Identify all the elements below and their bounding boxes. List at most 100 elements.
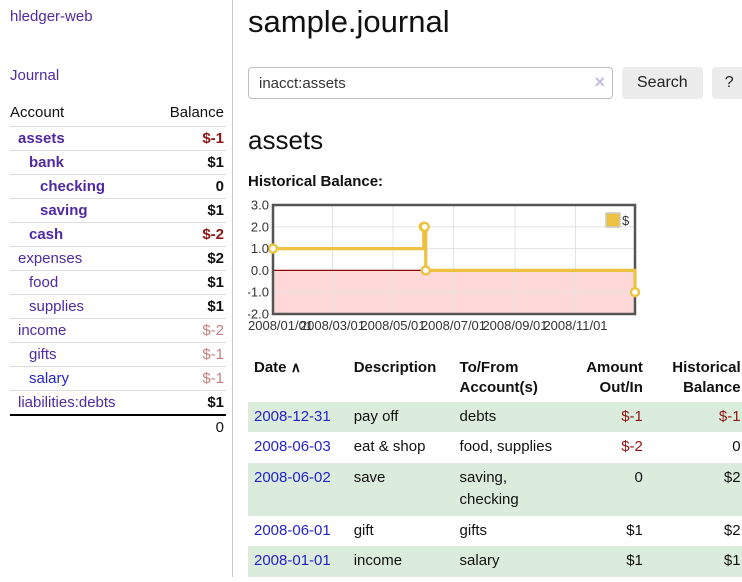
- transaction-amount: $1: [626, 521, 643, 539]
- account-balance: $1: [151, 150, 226, 175]
- account-row-food: food $1: [10, 270, 226, 295]
- transaction-row: 2008-06-01 gift gifts $1 $2: [248, 516, 742, 547]
- account-row-saving: saving $1: [10, 198, 226, 223]
- svg-text:-1.0: -1.0: [248, 285, 269, 300]
- transaction-amount: $1: [626, 552, 643, 569]
- account-row-cash: cash $-2: [10, 222, 226, 247]
- register-header-date[interactable]: Date ∧: [254, 359, 301, 376]
- account-row-gifts: gifts $-1: [10, 342, 226, 367]
- accounts-header-row: Account Balance: [10, 100, 226, 127]
- account-balance: $1: [151, 270, 226, 295]
- transaction-date-link[interactable]: 2008-06-03: [254, 438, 331, 455]
- main-content: sample.journal × Search ? assets Histori…: [233, 0, 742, 577]
- help-button[interactable]: ?: [711, 67, 742, 99]
- transaction-date-link[interactable]: 2008-06-02: [254, 468, 331, 486]
- search-button[interactable]: Search: [622, 67, 703, 99]
- account-balance: $-1: [151, 342, 226, 367]
- account-row-bank: bank $1: [10, 150, 226, 175]
- transaction-description: income: [353, 552, 403, 569]
- transaction-balance: $2: [723, 521, 741, 539]
- transaction-balance: $2: [723, 468, 741, 486]
- account-link-saving[interactable]: saving: [40, 202, 88, 219]
- transaction-description: gift: [353, 521, 374, 539]
- account-link-checking[interactable]: checking: [40, 178, 106, 195]
- account-row-salary: salary $-1: [10, 366, 226, 391]
- transaction-row: 2008-06-02 save saving, checking 0 $2: [248, 462, 742, 516]
- account-balance: $1: [151, 198, 226, 223]
- transaction-accounts: debts: [459, 407, 497, 425]
- account-row-liabilities-debts: liabilities:debts $1: [10, 390, 226, 415]
- account-link-liabilities-debts[interactable]: liabilities:debts: [18, 394, 116, 411]
- sort-ascending-icon: ∧: [290, 359, 301, 375]
- clear-search-icon[interactable]: ×: [594, 72, 605, 92]
- transaction-accounts: saving, checking: [459, 468, 519, 509]
- account-row-supplies: supplies $1: [10, 294, 226, 319]
- account-row-income: income $-2: [10, 318, 226, 343]
- register-table: Date ∧ Description To/From Account(s) Am…: [248, 355, 742, 577]
- account-balance: 0: [151, 174, 226, 199]
- register-header-accounts: To/From Account(s): [459, 359, 538, 397]
- transaction-balance: $-1: [718, 407, 741, 425]
- app-title-link[interactable]: hledger-web: [10, 8, 93, 25]
- account-balance: $-1: [151, 366, 226, 391]
- transaction-accounts: food, supplies: [459, 438, 553, 455]
- accounts-header-balance: Balance: [169, 104, 224, 121]
- sidebar-item-journal[interactable]: Journal: [10, 67, 60, 84]
- account-link-expenses[interactable]: expenses: [18, 250, 83, 267]
- transaction-description: save: [353, 468, 386, 486]
- transaction-date-link[interactable]: 2008-01-01: [254, 552, 331, 569]
- svg-text:-2.0: -2.0: [248, 307, 269, 322]
- transaction-amount: 0: [634, 468, 643, 486]
- transaction-balance: $1: [723, 552, 741, 569]
- accounts-total-row: 0: [10, 414, 226, 439]
- transaction-description: pay off: [353, 407, 399, 425]
- account-link-cash[interactable]: cash: [29, 226, 64, 243]
- accounts-table: Account Balance assets $-1 bank $1 check…: [10, 100, 226, 439]
- transaction-row: 2008-06-03 eat & shop food, supplies $-2…: [248, 432, 742, 463]
- account-link-assets[interactable]: assets: [18, 130, 65, 147]
- page-title: sample.journal: [248, 4, 450, 39]
- account-link-supplies[interactable]: supplies: [29, 298, 85, 315]
- svg-text:$: $: [622, 213, 630, 228]
- register-header-row: Date ∧ Description To/From Account(s) Am…: [248, 355, 742, 402]
- register-header-amount: Amount Out/In: [586, 359, 643, 397]
- account-link-food[interactable]: food: [29, 274, 59, 291]
- account-balance: $-2: [151, 222, 226, 247]
- search-input-wrap: ×: [248, 67, 613, 99]
- account-row-assets: assets $-1: [10, 126, 226, 151]
- chart-heading: Historical Balance:: [248, 173, 384, 190]
- transaction-date-link[interactable]: 2008-12-31: [254, 407, 331, 425]
- account-heading: assets: [248, 125, 324, 155]
- transaction-amount: $-1: [621, 407, 643, 425]
- search-input[interactable]: [248, 67, 613, 99]
- account-link-gifts[interactable]: gifts: [29, 346, 57, 363]
- account-link-income[interactable]: income: [18, 322, 67, 339]
- transaction-amount: $-2: [621, 438, 643, 455]
- svg-text:2008/09/01: 2008/09/01: [482, 318, 547, 333]
- svg-text:2008/07/01: 2008/07/01: [421, 318, 486, 333]
- sidebar: hledger-web Journal Account Balance asse…: [0, 0, 233, 577]
- account-link-salary[interactable]: salary: [29, 370, 70, 387]
- account-link-bank[interactable]: bank: [29, 154, 65, 171]
- svg-text:2008/05/01: 2008/05/01: [360, 318, 425, 333]
- account-row-expenses: expenses $2: [10, 246, 226, 271]
- search-bar: × Search ?: [248, 67, 742, 99]
- svg-text:0.0: 0.0: [251, 263, 269, 278]
- transaction-date-link[interactable]: 2008-06-01: [254, 521, 331, 539]
- account-balance: $2: [151, 246, 226, 271]
- account-balance: $-1: [151, 126, 226, 151]
- transaction-row: 2008-01-01 income salary $1 $1: [248, 546, 742, 577]
- account-balance: $1: [151, 390, 226, 415]
- transaction-accounts: gifts: [459, 521, 488, 539]
- historical-balance-chart[interactable]: $3.0 2.0 1.0 0.0 -1.0 -2.0 2008/01/01 2008/03/0…: [247, 198, 641, 339]
- transaction-description: eat & shop: [353, 438, 426, 455]
- register-header-description: Description: [353, 359, 437, 376]
- account-row-checking: checking 0: [10, 174, 226, 199]
- svg-text:3.0: 3.0: [251, 199, 269, 213]
- transaction-balance: 0: [732, 438, 741, 455]
- transaction-accounts: salary: [459, 552, 500, 569]
- register-header-balance: Historical Balance: [672, 359, 741, 397]
- transaction-row: 2008-12-31 pay off debts $-1 $-1: [248, 401, 742, 432]
- svg-text:1.0: 1.0: [251, 241, 269, 256]
